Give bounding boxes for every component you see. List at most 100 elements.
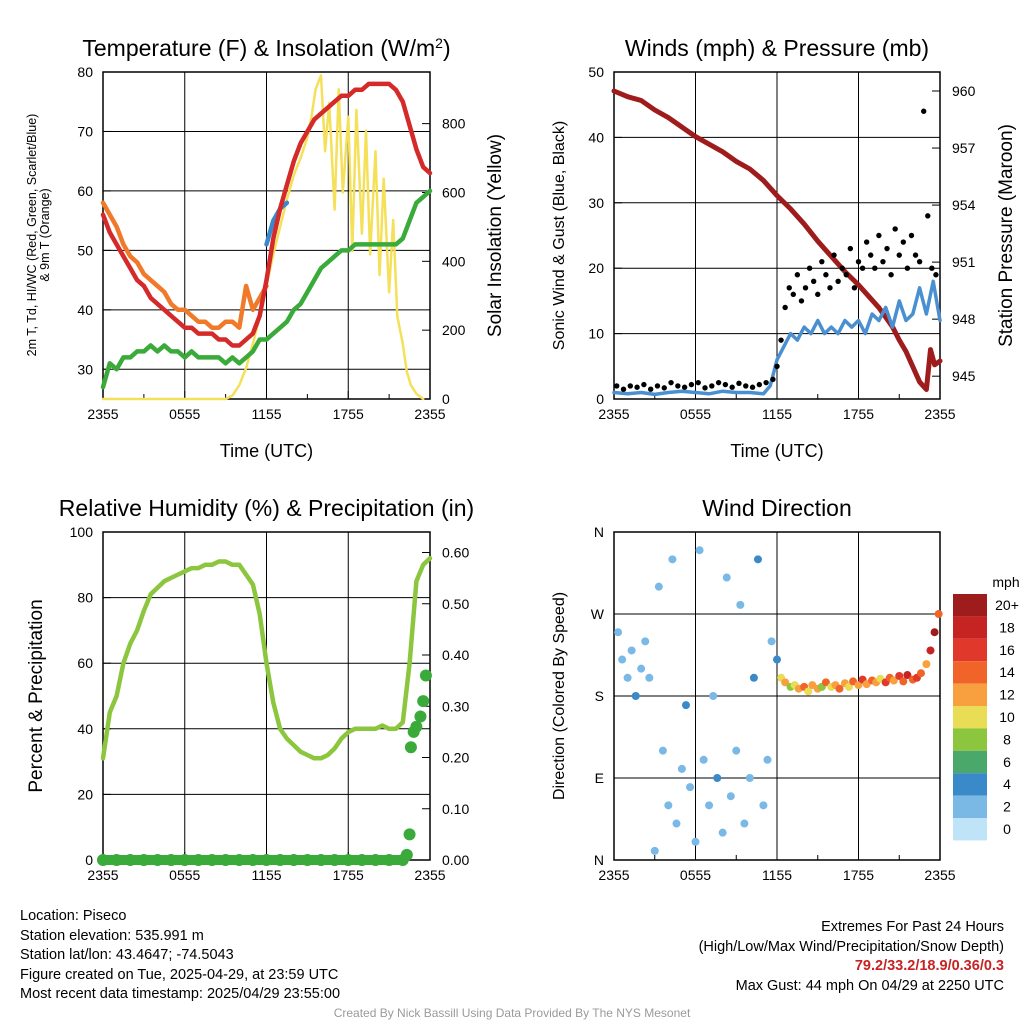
gust-point	[702, 385, 708, 391]
colorbar-label: 14	[999, 664, 1015, 680]
wind-chart-ytick-label: 30	[588, 195, 604, 211]
gust-point	[695, 379, 701, 386]
direction-point	[668, 555, 677, 564]
wind-chart-y2label: Station Pressure (Maroon)	[996, 124, 1017, 347]
wind-series-wind	[612, 279, 942, 397]
direction-point	[718, 828, 727, 837]
latlon-text: Station lat/lon: 43.4647; -74.5043	[20, 947, 234, 963]
direction-point	[699, 755, 708, 764]
wind-chart-ytick-label: 0	[596, 391, 604, 407]
precip-point	[417, 695, 430, 708]
direction-point	[835, 684, 844, 693]
rh-chart-xtick-label: 1755	[333, 867, 364, 883]
dir-chart-ylabel: Direction (Colored By Speed)	[551, 592, 568, 800]
location-text: Location: Piseco	[20, 908, 127, 924]
gust-point	[872, 265, 878, 271]
precip-point	[403, 828, 416, 841]
direction-point	[686, 783, 695, 792]
direction-point	[641, 637, 650, 646]
colorbar-label: 6	[1003, 754, 1011, 770]
direction-point	[637, 664, 646, 673]
temp-chart-y2tick-label: 0	[442, 391, 450, 407]
rh-series-precip	[97, 669, 432, 866]
gust-point	[916, 258, 923, 265]
gust-point	[896, 252, 902, 258]
gust-point	[819, 258, 825, 265]
wind-series-pressure	[611, 88, 943, 392]
gust-point	[614, 383, 620, 389]
gust-point	[892, 226, 898, 232]
gust-point	[709, 383, 715, 389]
direction-point	[740, 819, 749, 828]
wind-chart-xlabel: Time (UTC)	[730, 441, 823, 461]
direction-point	[767, 637, 776, 646]
temp-chart-xtick-label: 1755	[333, 406, 364, 422]
wind-chart-xtick-label: 0555	[680, 406, 711, 422]
colorbar-label: 20+	[995, 597, 1019, 613]
rh-chart-y2tick-label: 0.50	[442, 596, 469, 612]
gust-point	[904, 265, 911, 271]
gust-point	[627, 383, 633, 389]
colorbar-swatch	[953, 638, 987, 662]
gust-point	[929, 265, 935, 271]
gust-point	[778, 337, 784, 343]
direction-point	[614, 628, 623, 637]
colorbar-label: 16	[999, 642, 1015, 658]
temp-chart-ytick-label: 60	[77, 183, 93, 199]
temp-chart-y2tick-label: 400	[442, 253, 466, 269]
dir-chart-xtick-label: 1155	[762, 867, 792, 883]
wind-chart-y2tick-label: 960	[952, 83, 976, 99]
rh-chart-title: Relative Humidity (%) & Precipitation (i…	[59, 495, 474, 521]
precip-point	[419, 669, 432, 682]
colorbar-label: 12	[999, 687, 1015, 703]
colorbar-label: 10	[999, 709, 1015, 725]
wind-chart-xtick-label: 1155	[762, 406, 792, 422]
direction-point	[736, 600, 745, 609]
direction-point	[854, 681, 863, 690]
gust-point	[908, 232, 915, 239]
wind-chart-y2tick-label: 957	[952, 140, 976, 156]
gust-point	[770, 376, 776, 383]
gust-point	[661, 385, 667, 391]
wind-chart-ytick-label: 10	[588, 326, 604, 342]
rh-chart-ytick-label: 80	[77, 590, 93, 606]
gust-point	[823, 272, 829, 278]
gust-point	[925, 213, 931, 219]
direction-point	[726, 792, 735, 801]
temp-chart-ylabel: 2m T, Td, HI/WC (Red, Green, Scarlet/Blu…	[25, 114, 52, 357]
precip-point	[404, 741, 417, 754]
direction-point	[773, 655, 781, 664]
colorbar-swatch	[953, 818, 987, 841]
extremes-summary: Extremes For Past 24 Hours (High/Low/Max…	[699, 918, 1004, 996]
colorbar-label: 4	[1003, 776, 1011, 792]
wind-chart-title: Winds (mph) & Pressure (mb)	[625, 35, 929, 61]
direction-point	[745, 774, 754, 782]
direction-point	[691, 837, 700, 846]
dir-chart-ytick-label: S	[595, 688, 604, 704]
direction-point	[627, 646, 636, 655]
gust-point	[912, 252, 919, 258]
colorbar-swatch	[953, 728, 987, 751]
wind-chart-xtick-label: 2355	[924, 406, 955, 422]
rh-chart-ytick-label: 0	[85, 852, 93, 868]
colorbar-unit: mph	[992, 574, 1019, 590]
precip-point	[410, 720, 423, 733]
rh-series-rh	[100, 555, 433, 761]
rh-chart-y2tick-label: 0.10	[442, 801, 469, 817]
temp-chart-y2tick-label: 800	[442, 116, 466, 132]
gust-point	[876, 232, 882, 239]
created-text: Figure created on Tue, 2025-04-29, at 23…	[20, 966, 339, 983]
gust-point	[743, 383, 749, 389]
colorbar-swatch	[953, 773, 987, 796]
direction-point	[749, 673, 758, 682]
temp-chart-ytick-label: 30	[77, 361, 93, 377]
direction-point	[631, 692, 640, 700]
direction-point	[926, 646, 935, 655]
wind-chart-ytick-label: 40	[588, 129, 604, 145]
temp-chart-xtick-label: 0555	[169, 406, 200, 422]
rh-chart-ytick-label: 20	[77, 786, 93, 802]
dir-chart-title: Wind Direction	[702, 495, 852, 521]
gust-point	[786, 285, 792, 291]
wind-chart-ylabel: Sonic Wind & Gust (Blue, Black)	[551, 121, 568, 350]
